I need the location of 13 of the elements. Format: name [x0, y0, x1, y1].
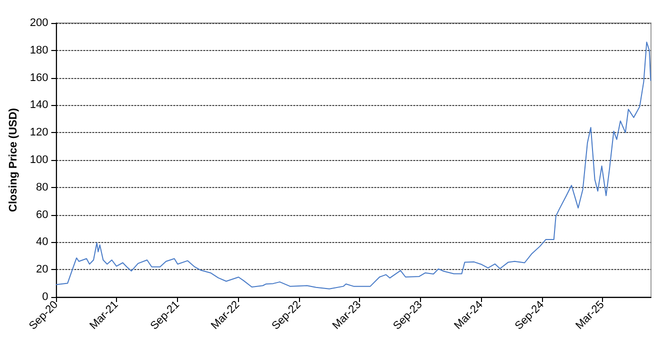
y-tick-label: 140 [30, 99, 48, 112]
y-tick-label: 40 [36, 236, 48, 248]
y-tick-label: 200 [30, 17, 48, 29]
line-series [56, 42, 652, 290]
y-tick-label: 160 [30, 72, 48, 84]
y-axis-title: Closing Price (USD) [8, 108, 20, 212]
y-tick-label: 60 [36, 208, 48, 221]
y-tick-label: 100 [30, 154, 48, 166]
y-tick-label: 20 [36, 264, 48, 276]
y-tick-label: 180 [30, 44, 48, 56]
y-tick-label: 0 [42, 291, 48, 303]
y-tick-label: 80 [36, 181, 48, 194]
y-tick-label: 120 [30, 126, 48, 139]
